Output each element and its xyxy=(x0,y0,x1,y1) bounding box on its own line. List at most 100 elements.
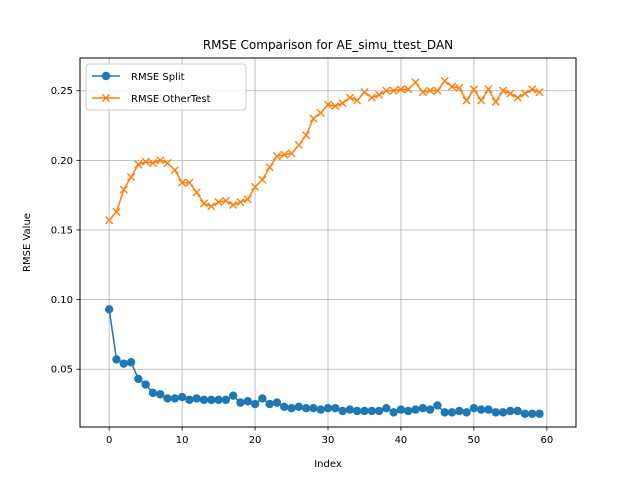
data-point xyxy=(528,85,537,94)
data-point xyxy=(156,390,165,399)
x-tick-label: 30 xyxy=(322,435,335,446)
legend-marker xyxy=(101,71,111,81)
data-point xyxy=(112,355,121,364)
data-point xyxy=(535,88,544,97)
data-point xyxy=(280,150,289,159)
data-point xyxy=(382,86,391,95)
data-point xyxy=(323,404,333,413)
data-point xyxy=(426,86,435,95)
data-point xyxy=(352,406,362,416)
data-point xyxy=(396,85,406,94)
data-point xyxy=(374,406,384,416)
data-point xyxy=(192,188,201,197)
data-point xyxy=(498,408,508,417)
data-point xyxy=(353,96,362,105)
data-point xyxy=(323,100,333,109)
legend-item: RMSE OtherTest xyxy=(92,93,211,105)
data-point xyxy=(477,96,486,105)
data-point xyxy=(258,394,267,403)
data-point xyxy=(404,406,413,416)
data-point xyxy=(345,93,354,102)
data-point xyxy=(331,404,340,413)
x-tick-label: 20 xyxy=(249,435,262,446)
data-point xyxy=(455,83,464,93)
x-tick-label: 0 xyxy=(106,435,112,446)
x-axis-label: Index xyxy=(314,459,342,470)
data-point xyxy=(250,182,260,191)
legend-box xyxy=(85,63,247,111)
data-point xyxy=(112,207,121,216)
y-tick-label: 0.05 xyxy=(51,365,73,376)
series-rmse-split xyxy=(104,305,544,418)
data-point xyxy=(104,305,114,314)
data-point xyxy=(469,404,479,413)
data-point xyxy=(214,198,223,207)
data-point xyxy=(411,405,420,414)
data-point xyxy=(462,96,471,105)
data-point xyxy=(178,178,187,187)
series-rmse-othertest xyxy=(105,76,544,225)
data-point xyxy=(433,86,442,95)
data-point xyxy=(141,380,150,389)
data-point xyxy=(287,404,296,413)
data-point xyxy=(294,402,304,412)
data-point xyxy=(243,397,252,406)
data-point xyxy=(440,408,449,417)
legend: RMSE Split RMSE OtherTest xyxy=(85,63,247,111)
data-point xyxy=(105,216,114,225)
legend-label: RMSE Split xyxy=(131,72,185,83)
data-point xyxy=(520,409,530,418)
data-point xyxy=(433,401,442,410)
data-point xyxy=(418,404,428,413)
data-point xyxy=(126,172,136,182)
data-point xyxy=(134,160,143,169)
data-point xyxy=(199,199,209,208)
data-point xyxy=(484,85,493,94)
y-tick-label: 0.25 xyxy=(51,86,73,97)
x-tick-label: 60 xyxy=(540,435,553,446)
data-point xyxy=(134,374,143,384)
x-tick-label: 50 xyxy=(468,435,481,446)
data-point xyxy=(360,88,369,97)
data-point xyxy=(389,86,398,95)
data-point xyxy=(382,404,391,413)
legend-item: RMSE Split xyxy=(92,71,185,83)
data-point xyxy=(440,76,449,86)
data-point xyxy=(156,156,165,165)
data-point xyxy=(119,185,128,194)
data-point xyxy=(411,78,420,87)
data-point xyxy=(185,395,194,405)
y-tick-label: 0.15 xyxy=(51,225,73,236)
data-point xyxy=(338,406,347,416)
data-point xyxy=(535,409,544,418)
data-point xyxy=(221,395,231,405)
data-point xyxy=(418,88,427,97)
data-point xyxy=(498,86,508,95)
data-point xyxy=(309,404,318,413)
data-point xyxy=(360,406,369,416)
x-tick-label: 10 xyxy=(176,435,189,446)
data-point xyxy=(389,408,398,417)
data-point xyxy=(258,175,267,184)
data-point xyxy=(141,157,150,166)
data-point xyxy=(119,359,128,368)
data-point xyxy=(221,196,230,205)
data-point xyxy=(302,131,311,140)
data-point xyxy=(396,405,406,414)
data-point xyxy=(126,358,136,367)
data-point xyxy=(367,93,376,102)
data-point xyxy=(177,392,187,402)
data-point xyxy=(272,398,282,407)
data-point xyxy=(214,395,223,405)
data-point xyxy=(338,99,347,108)
data-point xyxy=(455,406,464,416)
data-point xyxy=(331,101,340,111)
y-axis: 0.05 0.10 0.15 0.20 0.25 xyxy=(51,86,80,376)
data-point xyxy=(207,202,216,211)
data-point xyxy=(462,408,471,417)
x-tick-label: 40 xyxy=(395,435,408,446)
data-point xyxy=(506,89,515,98)
data-point xyxy=(506,406,515,416)
data-point xyxy=(345,405,355,414)
